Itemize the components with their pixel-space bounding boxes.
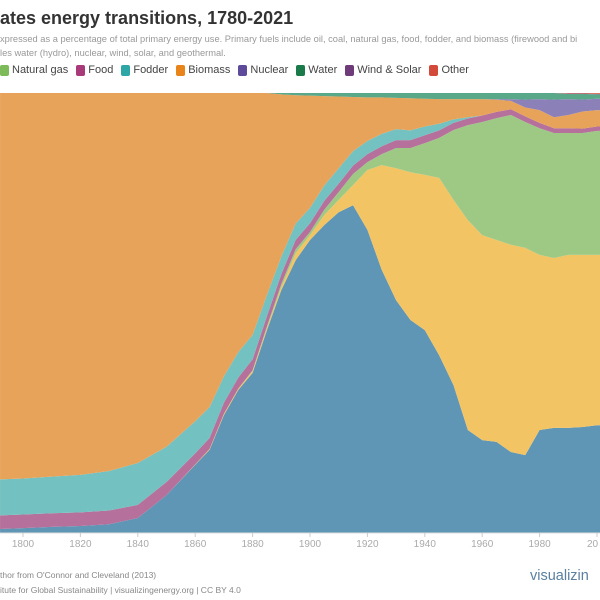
area-natural-gas [0,115,600,530]
legend-swatch [345,64,355,76]
x-tick-label: 20 [587,539,599,550]
legend-label: Natural gas [12,64,69,76]
legend-item-water[interactable]: Water [296,64,337,76]
legend-swatch [0,64,9,76]
legend-label: Biomass [188,64,231,76]
x-tick-label: 1800 [11,539,35,550]
legend-swatch [76,64,86,76]
chart-subtitle-line-1: xpressed as a percentage of total primar… [0,34,578,44]
x-tick-label: 1980 [528,539,551,550]
chart-title: ates energy transitions, 1780-2021 [0,8,294,28]
legend-item-food[interactable]: Food [76,64,113,76]
legend-swatch [429,64,439,76]
x-tick-label: 1820 [69,539,92,550]
legend-swatch [238,64,248,76]
legend-label: Water [308,64,338,76]
legend-item-natural-gas[interactable]: Natural gas [0,64,68,76]
legend-label: Wind & Solar [357,64,422,76]
legend: Natural gas Food Fodder Biomass Nuclear Water… [0,64,469,76]
area-biomass [0,93,600,480]
legend-swatch [296,64,306,76]
x-tick-label: 1960 [471,539,494,550]
x-tick-label: 1920 [356,539,379,550]
legend-item-biomass[interactable]: Biomass [176,64,230,76]
legend-item-nuclear[interactable]: Nuclear [238,64,288,76]
credit-note: itute for Global Sustainability | visual… [0,585,241,595]
chart-subtitle-line-2: les water (hydro), nuclear, wind, solar,… [0,48,226,58]
source-note: thor from O'Connor and Cleveland (2013) [0,570,157,580]
legend-item-other[interactable]: Other [429,64,469,76]
x-tick-label: 1860 [184,539,207,550]
area-water [0,93,600,100]
legend-label: Other [441,64,469,76]
x-tick-label: 1880 [241,539,264,550]
x-tick-label: 1900 [298,539,322,550]
area-series-0 [0,205,600,533]
legend-label: Fodder [133,64,169,76]
legend-label: Food [88,64,114,76]
x-tick-label: 1940 [413,539,436,550]
legend-swatch [176,64,186,76]
area-series-1 [0,165,600,530]
legend-item-fodder[interactable]: Fodder [121,64,168,76]
x-tick-label: 1840 [126,539,149,550]
legend-label: Nuclear [250,64,289,76]
visualizing-energy-logo: visualizin [530,568,589,584]
legend-swatch [121,64,131,76]
legend-item-wind-solar[interactable]: Wind & Solar [345,64,421,76]
